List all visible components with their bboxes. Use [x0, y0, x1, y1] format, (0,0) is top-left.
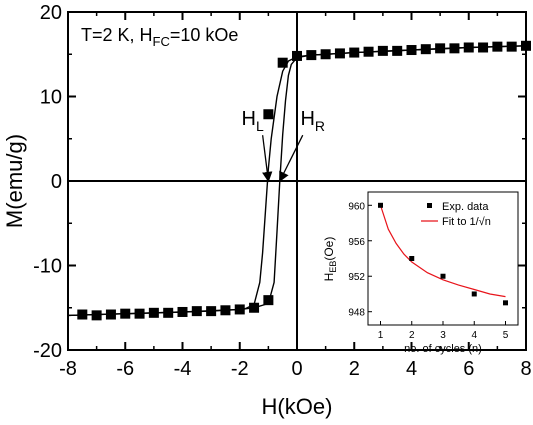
- main-data-point: [177, 306, 188, 317]
- inset-fit-line: [379, 205, 506, 298]
- inset-y-axis-label: HEB(Oe): [322, 237, 338, 282]
- legend-exp-marker: [427, 203, 432, 208]
- main-data-point: [91, 310, 102, 321]
- main-y-tick-label: 0: [51, 171, 62, 193]
- main-data-point: [521, 40, 531, 51]
- main-data-point: [306, 50, 317, 61]
- main-x-tick-label: 2: [349, 358, 360, 380]
- main-y-ticks: -20 -10 0 10 20: [33, 2, 526, 362]
- inset-x-tick-label: 1: [378, 330, 384, 341]
- main-data-point: [120, 308, 131, 319]
- main-x-tick-label: 4: [406, 358, 417, 380]
- inset-data-point: [471, 291, 477, 297]
- label-base: H: [300, 108, 314, 130]
- main-data-point: [263, 109, 274, 120]
- main-data-point: [263, 295, 274, 306]
- main-data-point: [134, 308, 145, 319]
- legend-fit-label: Fit to 1/√n: [442, 216, 491, 228]
- inset-y-tick-label: 948: [348, 308, 365, 319]
- main-data-point: [292, 50, 302, 61]
- main-data-point: [406, 45, 417, 56]
- main-x-tick-label: 6: [463, 358, 474, 380]
- main-data-point: [334, 48, 345, 59]
- main-arrow-L: [261, 135, 273, 183]
- main-y-axis-label: M(emu/g): [2, 134, 27, 228]
- inset-x-axis-label: no. of cycles (n): [404, 343, 482, 355]
- main-y-tick-label: 10: [40, 87, 62, 109]
- main-annotation: T=2 K, HFC=10 kOe: [81, 25, 238, 49]
- inset-data-point: [503, 300, 508, 306]
- label-base: H: [242, 108, 256, 130]
- main-arrow-R: [279, 134, 304, 183]
- main-data-point: [220, 305, 231, 316]
- inset-fit-curve: [379, 205, 506, 298]
- main-y-tick-label: -20: [33, 340, 62, 362]
- main-x-tick-label: -4: [174, 358, 192, 380]
- inset-data-point: [440, 273, 446, 279]
- main-data-point: [77, 309, 88, 320]
- inset-x-tick-label: 5: [503, 330, 509, 341]
- main-data-point: [277, 57, 288, 68]
- main-data-point: [377, 45, 388, 56]
- main-annotations: HL HR: [242, 108, 325, 183]
- main-data-point: [148, 307, 159, 318]
- main-x-tick-label: 0: [291, 358, 302, 380]
- inset-y-ticks: 948 952 956 960: [348, 201, 372, 319]
- label-subscript: R: [315, 118, 325, 134]
- main-data-point: [492, 41, 503, 52]
- main-data-point: [420, 44, 431, 55]
- main-x-axis-label: H(kOe): [262, 394, 333, 419]
- main-data-point: [163, 307, 174, 318]
- main-data-point: [191, 306, 202, 317]
- main-label-R: HR: [300, 108, 325, 134]
- main-data-point: [349, 47, 360, 58]
- label-subscript: L: [256, 118, 264, 134]
- main-data-point: [249, 302, 260, 313]
- main-x-tick-label: -6: [116, 358, 134, 380]
- main-data-point: [234, 304, 245, 315]
- inset-background: [368, 192, 518, 325]
- legend-exp-label: Exp. data: [442, 201, 489, 213]
- main-data-point: [320, 49, 331, 60]
- main-data-point: [435, 43, 446, 54]
- main-x-tick-label: 8: [520, 358, 531, 380]
- inset-x-ticks: 1 2 3 4 5: [378, 321, 509, 341]
- inset-y-tick-label: 956: [348, 237, 365, 248]
- main-data-point: [105, 309, 116, 320]
- inset-y-tick-label: 952: [348, 272, 365, 283]
- main-y-tick-label: 20: [40, 2, 62, 24]
- main-data-point: [478, 42, 489, 53]
- main-x-ticks: -8 -6 -4 -2 0 2 4 6 8: [59, 12, 532, 380]
- inset-x-tick-label: 4: [471, 330, 477, 341]
- main-data-point: [449, 43, 460, 54]
- inset-legend: Exp. data Fit to 1/√n: [421, 201, 491, 228]
- inset-data-points: [378, 202, 508, 306]
- inset-x-tick-label: 3: [440, 330, 446, 341]
- main-data-point: [363, 46, 374, 57]
- main-data-point: [392, 45, 403, 56]
- inset-y-tick-label: 960: [348, 201, 365, 212]
- main-reference-lines: [68, 12, 526, 350]
- main-x-tick-label: -2: [231, 358, 249, 380]
- main-data-point: [206, 306, 217, 317]
- main-data-points: [77, 40, 531, 321]
- main-x-tick-label: -8: [59, 358, 77, 380]
- inset-data-point: [378, 202, 383, 208]
- main-data-point: [463, 42, 474, 53]
- main-data-point: [506, 41, 517, 52]
- inset-data-point: [409, 256, 415, 261]
- main-y-tick-label: -10: [33, 256, 62, 278]
- inset-x-tick-label: 2: [409, 330, 415, 341]
- main-label-L: HL: [242, 108, 264, 134]
